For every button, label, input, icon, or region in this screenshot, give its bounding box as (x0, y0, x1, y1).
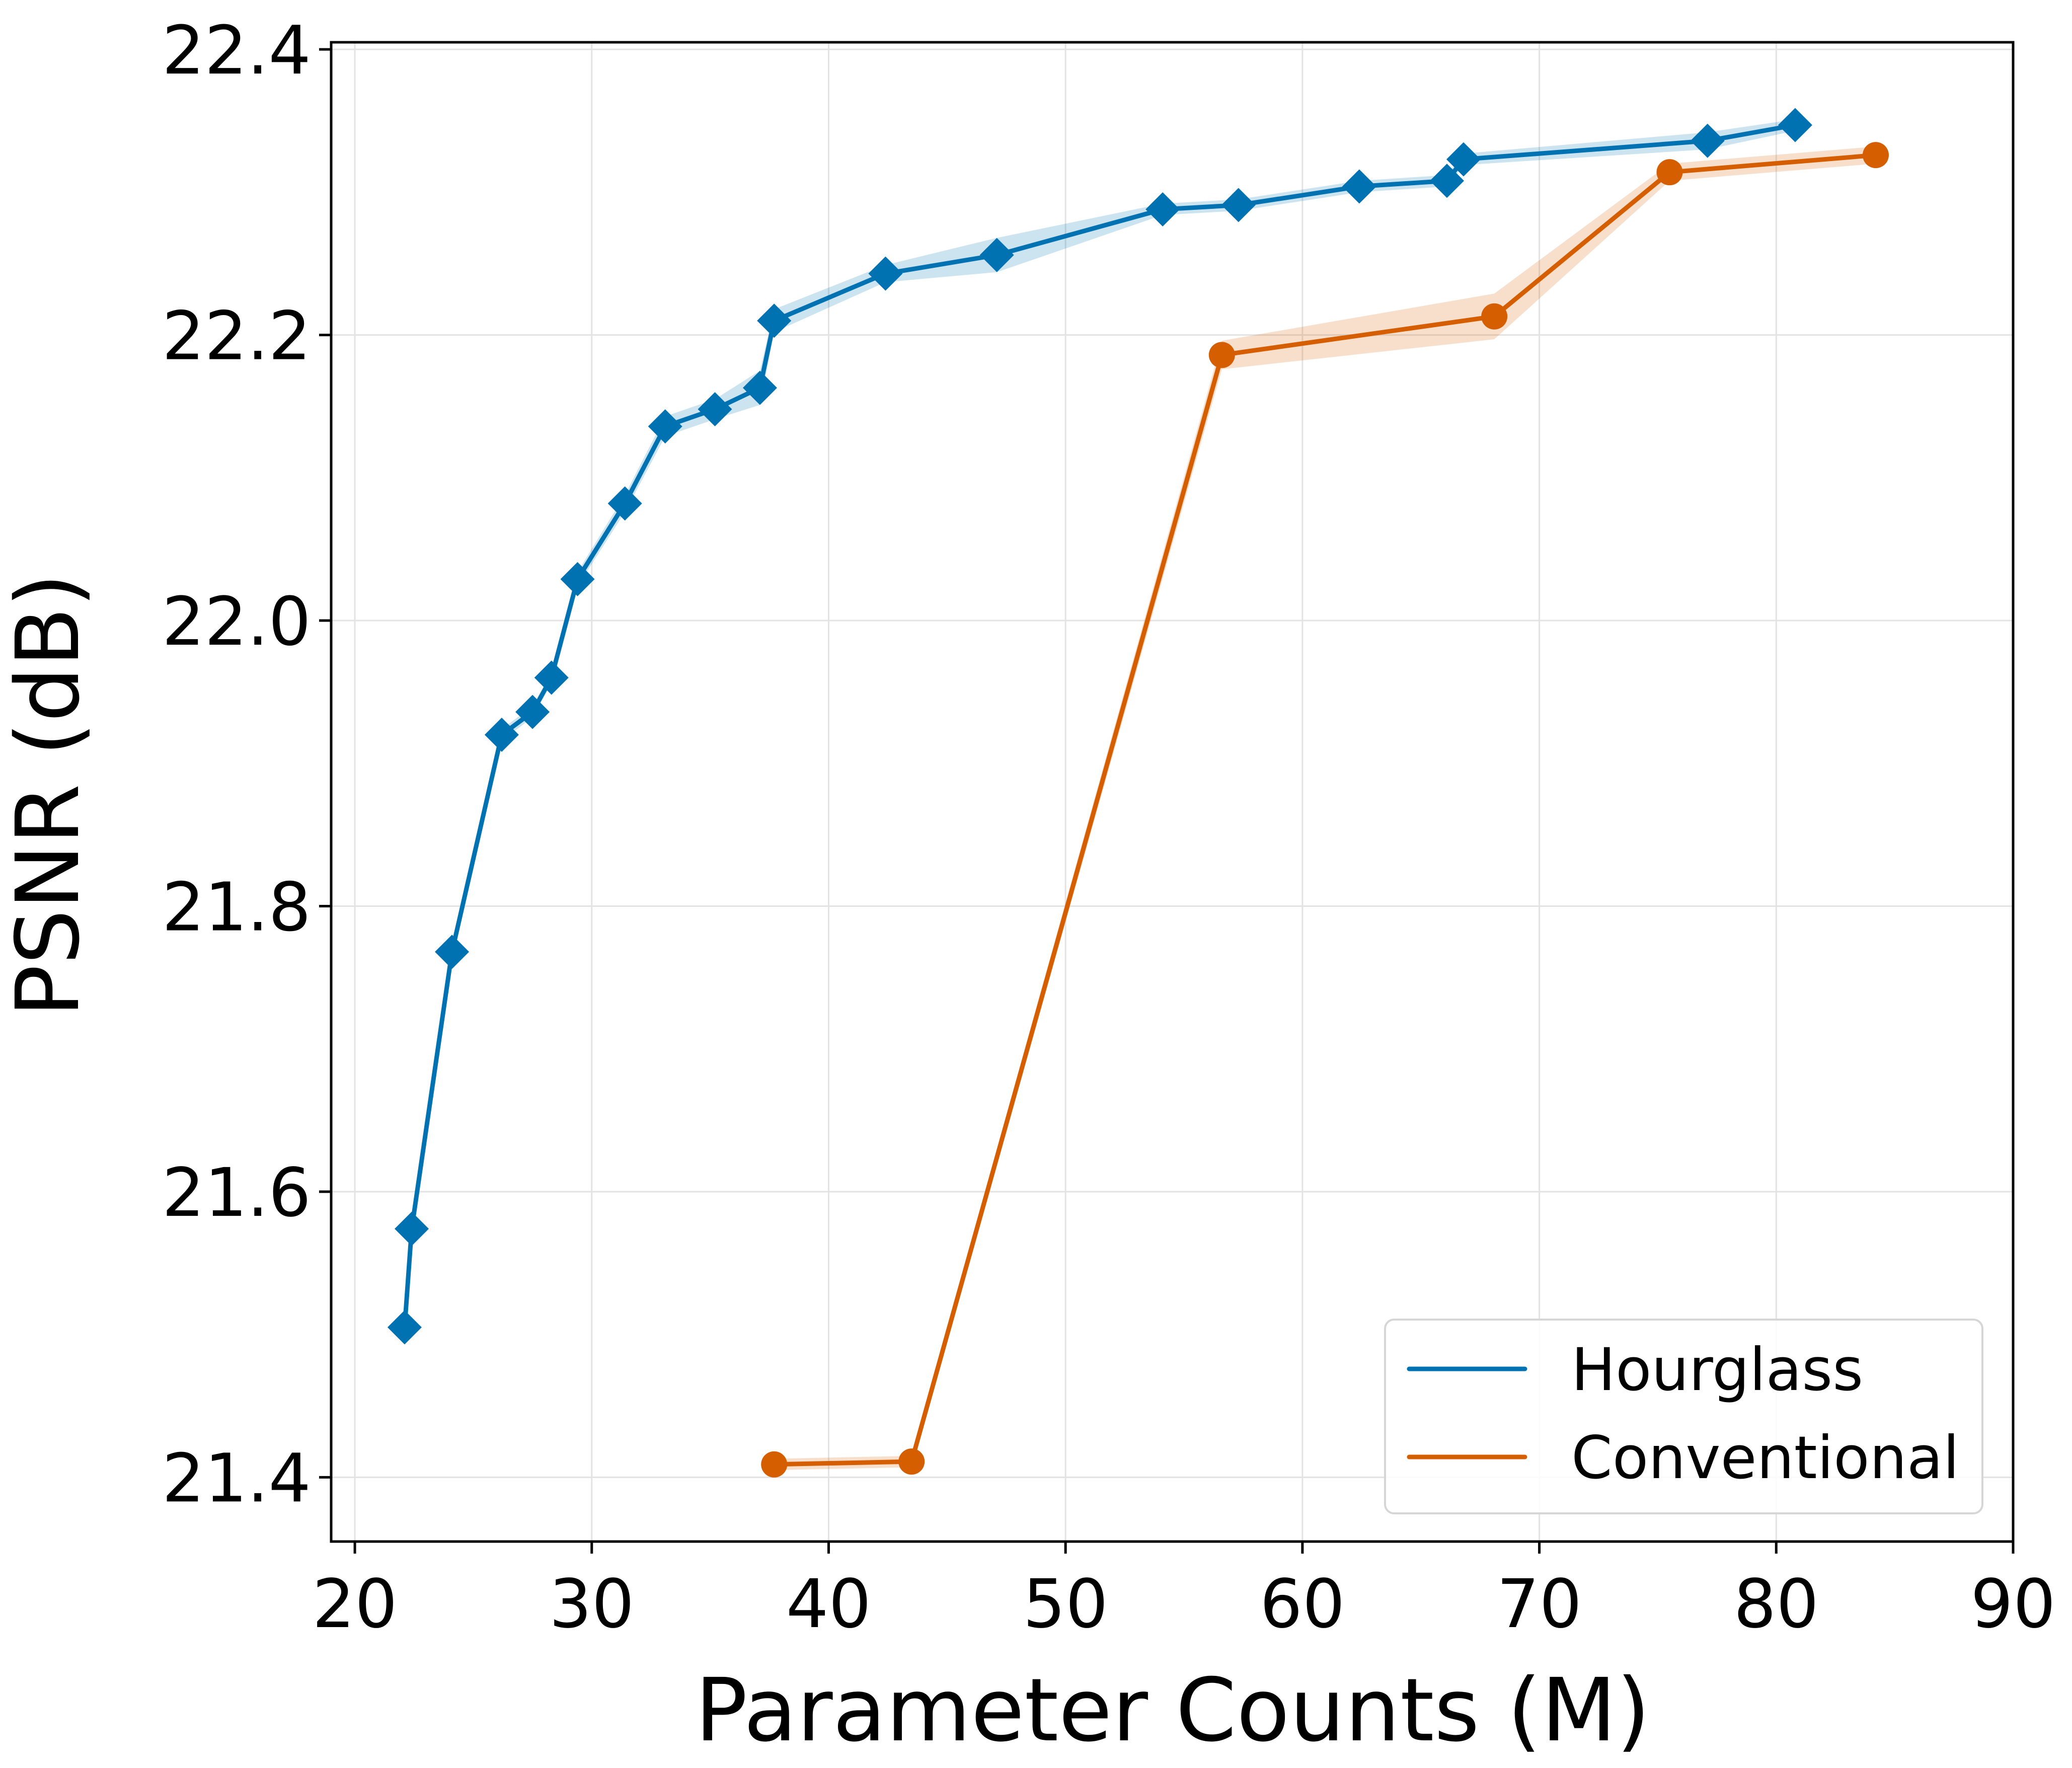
point-hourglass (484, 718, 519, 752)
point-hourglass (757, 303, 792, 338)
point-hourglass (1342, 169, 1376, 204)
line-conventional (774, 152, 1876, 1467)
x-tick-label: 50 (1023, 1566, 1108, 1643)
point-hourglass (742, 370, 777, 405)
x-tick-label: 20 (312, 1566, 397, 1643)
y-tick-label: 21.4 (162, 1440, 311, 1517)
series-markers (387, 108, 1889, 1478)
point-hourglass (560, 562, 595, 596)
y-tick-label: 21.8 (162, 869, 311, 946)
point-hourglass (1221, 188, 1256, 222)
y-tick-label: 22.2 (162, 298, 311, 375)
x-tick-label: 90 (1970, 1566, 2055, 1643)
point-hourglass (868, 256, 903, 291)
point-hourglass (648, 409, 682, 444)
point-hourglass (395, 1211, 429, 1246)
y-tick-label: 21.6 (162, 1155, 311, 1232)
x-axis-title: Parameter Counts (M) (695, 1659, 1650, 1761)
point-conventional (1481, 303, 1508, 330)
legend-label-conventional: Conventional (1571, 1423, 1959, 1492)
point-hourglass (698, 392, 732, 427)
point-hourglass (607, 486, 642, 521)
y-tick-label: 22.4 (162, 12, 311, 90)
point-hourglass (515, 695, 550, 729)
legend-label-hourglass: Hourglass (1571, 1335, 1863, 1404)
y-tick-label: 22.0 (162, 583, 311, 661)
x-tick-label: 60 (1260, 1566, 1345, 1643)
x-tick-label: 80 (1734, 1566, 1819, 1643)
legend: Hourglass Conventional (1384, 1319, 1983, 1514)
point-hourglass (534, 660, 569, 695)
point-conventional (898, 1448, 925, 1475)
x-tick-label: 30 (549, 1566, 634, 1643)
y-axis-title: PSNR (dB) (0, 573, 99, 1017)
point-hourglass (1430, 164, 1465, 198)
point-hourglass (979, 238, 1014, 272)
point-conventional (1656, 159, 1683, 186)
point-hourglass (435, 935, 470, 969)
point-conventional (1862, 142, 1889, 169)
point-hourglass (1446, 142, 1481, 177)
axis-ticks: 20 30 40 50 60 70 80 90 21.4 21.6 21.8 22.0 22.2 22.4 (162, 12, 2056, 1643)
point-hourglass (387, 1310, 422, 1345)
point-conventional (1208, 342, 1235, 368)
plot-frame (330, 41, 2015, 1543)
point-hourglass (1778, 108, 1812, 142)
point-hourglass (1690, 123, 1725, 158)
legend-box (1384, 1319, 1983, 1514)
x-tick-label: 40 (786, 1566, 871, 1643)
point-conventional (761, 1451, 788, 1478)
x-tick-label: 70 (1497, 1566, 1582, 1643)
point-hourglass (1145, 192, 1180, 226)
